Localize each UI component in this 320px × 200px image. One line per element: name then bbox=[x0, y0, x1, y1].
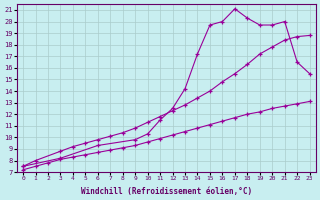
X-axis label: Windchill (Refroidissement éolien,°C): Windchill (Refroidissement éolien,°C) bbox=[81, 187, 252, 196]
